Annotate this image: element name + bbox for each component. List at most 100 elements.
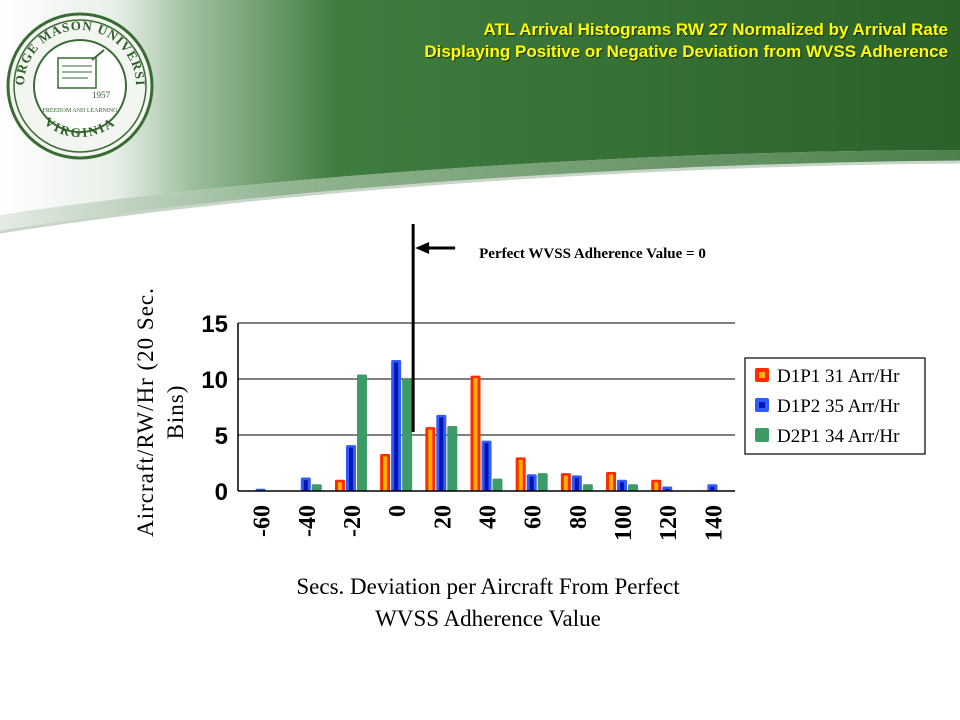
bar-series-3 (311, 484, 322, 491)
bar (492, 478, 503, 491)
bar-series-2 (391, 359, 402, 491)
x-tick-label: 100 (611, 505, 637, 541)
bar-series-1 (334, 479, 345, 491)
legend-swatch-inner (759, 402, 765, 408)
bar-inner (348, 447, 353, 491)
bar-inner (665, 489, 670, 491)
bar-inner (439, 417, 444, 491)
bar-series-2 (617, 479, 628, 491)
bar-series-1 (470, 375, 481, 491)
seal-year: 1957 (92, 90, 111, 100)
y-tick-label: 10 (201, 367, 228, 394)
bar-series-3 (356, 374, 367, 491)
bar-series-2 (300, 477, 311, 491)
bar-series-3 (628, 484, 639, 491)
y-tick-label: 15 (201, 311, 228, 338)
zero-marker-annotation: Perfect WVSS Adherence Value = 0 (411, 224, 706, 432)
bar-series-1 (560, 473, 571, 491)
bar-inner (620, 482, 625, 491)
legend-item: D1P1 31 Arr/Hr (755, 366, 900, 387)
legend-item: D2P1 34 Arr/Hr (755, 426, 900, 447)
bar-series-2 (707, 484, 718, 491)
x-tick-label: 140 (701, 505, 727, 541)
bar-series-1 (606, 471, 617, 491)
x-tick-label: 20 (430, 505, 456, 529)
annotation-text: Perfect WVSS Adherence Value = 0 (479, 246, 706, 262)
bar-series-2 (436, 414, 447, 491)
header-band (0, 0, 960, 215)
x-tick-label: -60 (250, 505, 276, 537)
bar-inner (394, 362, 399, 491)
bar-inner (337, 482, 342, 491)
bar (582, 484, 593, 491)
bar-series-3 (492, 478, 503, 491)
y-axis-label-line-2: Bins) (163, 385, 188, 440)
y-axis-label-line-1: Aircraft/RW/Hr (20 Sec. (133, 287, 158, 537)
x-tick-label: 120 (656, 505, 682, 541)
legend: D1P1 31 Arr/Hr D1P2 35 Arr/Hr D2P1 34 Arr/… (744, 357, 926, 455)
bar-inner (484, 443, 489, 491)
x-axis-label-line-2: WVSS Adherence Value (375, 606, 601, 631)
bar-series-3 (447, 426, 458, 491)
x-axis-label-line-1: Secs. Deviation per Aircraft From Perfec… (296, 574, 680, 599)
bar-series-3 (402, 379, 413, 491)
header-swoosh-line (0, 160, 960, 234)
bar (662, 486, 673, 491)
y-tick-label: 0 (215, 479, 228, 506)
bar-inner (518, 459, 523, 491)
bar-series-3 (582, 484, 593, 491)
bar-series-1 (380, 454, 391, 491)
bar-inner (383, 456, 388, 491)
seal-document-icon (57, 49, 105, 89)
axes (237, 323, 735, 492)
bar-inner (563, 475, 568, 491)
x-tick-labels: -60 -40 -20 0 20 40 60 80 100 120 140 (250, 505, 728, 541)
bar-series-3 (537, 473, 548, 491)
x-tick-label: 60 (521, 505, 547, 529)
slide-title-line-2: Displaying Positive or Negative Deviatio… (424, 42, 948, 61)
x-tick-label: 40 (476, 505, 502, 529)
bar-series-2 (526, 474, 537, 491)
legend-box (744, 357, 926, 455)
bar-series-2 (571, 475, 582, 491)
y-tick-label: 5 (215, 423, 228, 450)
legend-label: D2P1 34 Arr/Hr (777, 426, 900, 447)
bar-series-2 (345, 445, 356, 491)
bar (311, 484, 322, 491)
bar-series-1 (651, 479, 662, 491)
bar (356, 374, 367, 491)
bar-inner (529, 476, 534, 491)
legend-label: D1P1 31 Arr/Hr (777, 366, 900, 387)
bar-series-2 (662, 486, 673, 491)
bar (628, 484, 639, 491)
header-background: GEORGE MASON UNIVERSITY VIRGINIA 1957 FR… (0, 0, 960, 234)
bar-series-2 (481, 440, 492, 491)
bar-inner (473, 378, 478, 491)
legend-swatch-inner (759, 372, 765, 378)
bar-inner (303, 480, 308, 491)
bar-inner (428, 429, 433, 491)
header-swoosh (0, 150, 960, 232)
legend-swatch (755, 428, 769, 442)
bars (255, 359, 718, 491)
bar (537, 473, 548, 491)
bar-series-1 (425, 427, 436, 491)
legend-item: D1P2 35 Arr/Hr (755, 396, 900, 417)
x-tick-label: -20 (340, 505, 366, 537)
slide-header: GEORGE MASON UNIVERSITY VIRGINIA 1957 FR… (0, 0, 960, 260)
bar-inner (574, 477, 579, 491)
gridlines (238, 322, 735, 436)
y-tick-labels: 0 5 10 15 (201, 311, 228, 506)
annotation-arrowhead-icon (415, 242, 430, 254)
x-tick-label: -40 (295, 505, 321, 537)
bar (402, 379, 413, 491)
x-tick-label: 0 (385, 505, 411, 517)
legend-label: D1P2 35 Arr/Hr (777, 396, 900, 417)
bar-series-1 (515, 457, 526, 491)
seal-motto: FREEDOM AND LEARNING (43, 108, 119, 114)
bar (447, 426, 458, 491)
bar-inner (710, 486, 715, 491)
slide-title-line-1: ATL Arrival Histograms RW 27 Normalized … (483, 20, 949, 39)
